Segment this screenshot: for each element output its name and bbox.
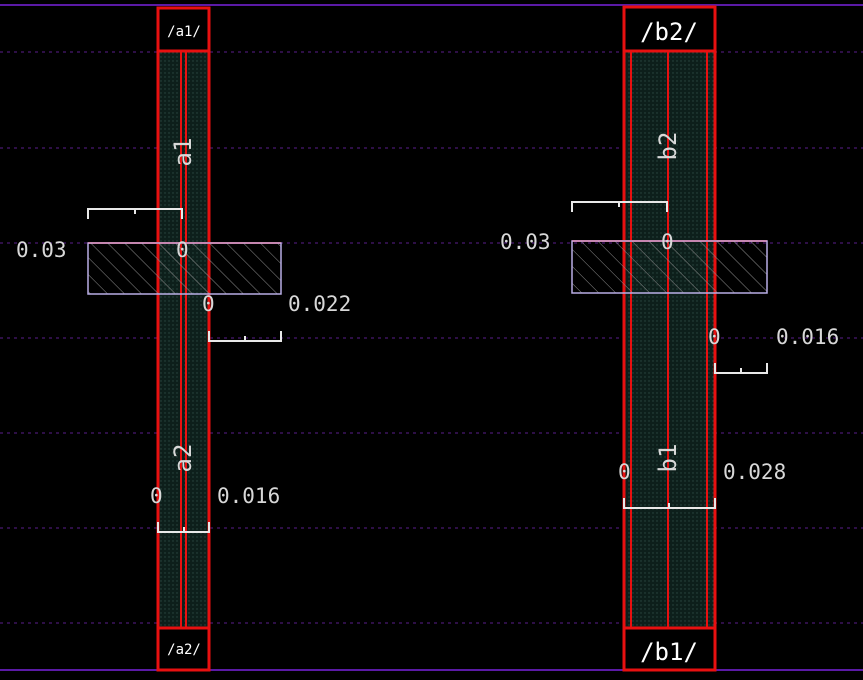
left-bottom-value-label: 0.016 [217,484,280,508]
right-bottom-terminal-box[interactable] [622,626,717,672]
left-gate-dimension [87,208,183,219]
left-bottom-terminal-label: /a2/ [167,642,201,658]
right-device: /b2/ /b1/ b2 b1 0.03 0 0 0.016 0 0.028 [500,5,839,672]
right-gate-dimension [571,201,668,212]
left-bottom-zero-label: 0 [150,484,163,508]
left-bottom-terminal-box[interactable] [156,626,211,672]
left-right-value-label: 0.022 [288,292,351,316]
right-bottom-dimension [623,498,716,509]
left-net-top-label: a1 [169,138,197,167]
left-top-terminal-label: /a1/ [167,24,201,40]
left-device: /a1/ /a2/ a1 a2 0.03 0 0 0.022 0 0.016 [16,6,351,672]
left-right-dimension [208,331,282,342]
right-bottom-value-label: 0.028 [723,460,786,484]
right-top-terminal-label: /b2/ [640,18,698,46]
right-right-dimension [714,363,768,374]
left-gate-width-label: 0.03 [16,238,67,262]
left-poly-region[interactable] [87,242,282,295]
right-top-terminal-box[interactable] [622,5,717,53]
right-right-zero-label: 0 [708,325,721,349]
left-top-terminal-box[interactable] [156,6,211,53]
right-right-value-label: 0.016 [776,325,839,349]
right-poly-region[interactable] [571,240,768,294]
left-bottom-dimension [157,522,210,533]
right-metal-strip [624,50,715,628]
left-metal-strip [158,50,209,628]
left-gate-zero-label: 0 [176,238,189,262]
right-net-top-label: b2 [654,132,682,161]
right-bottom-left-zero-label: 0 [618,460,631,484]
right-net-bottom-label: b1 [654,444,682,473]
right-gate-zero-label: 0 [661,230,674,254]
right-gate-width-label: 0.03 [500,230,551,254]
left-right-zero-label: 0 [202,292,215,316]
left-net-bottom-label: a2 [169,444,197,473]
right-bottom-terminal-label: /b1/ [640,638,698,666]
